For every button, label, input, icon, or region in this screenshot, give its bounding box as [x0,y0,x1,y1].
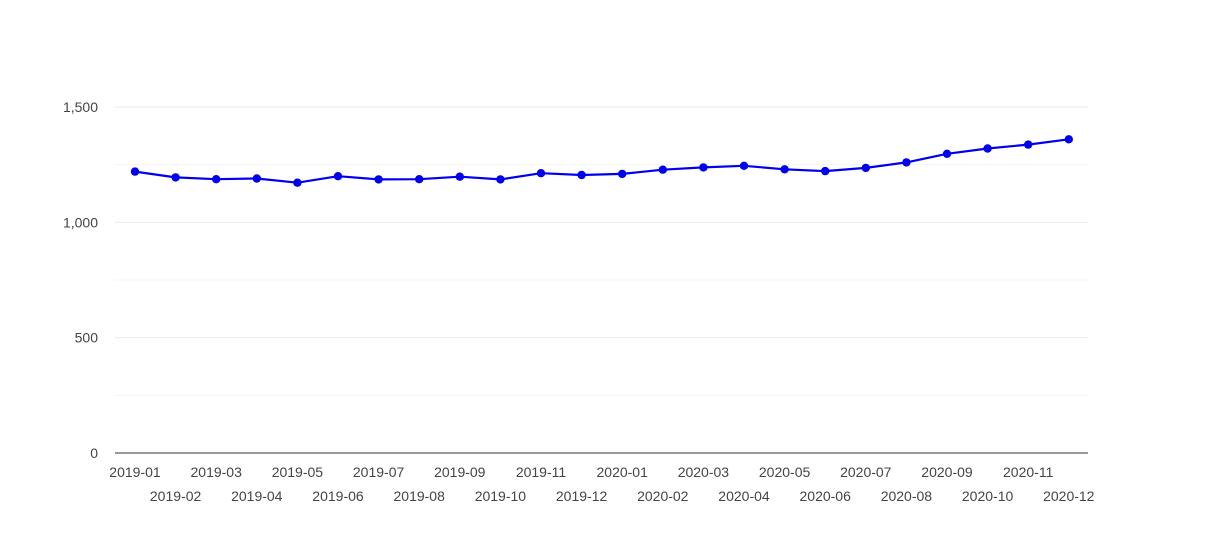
x-tick-label: 2020-01 [597,464,649,480]
x-tick-labels: 2019-01 2019-02 2019-03 2019-04 2019-05 2019-… [109,464,1094,504]
x-tick-label: 2020-04 [718,488,770,504]
x-tick-label: 2020-08 [881,488,933,504]
y-tick-label: 500 [75,330,99,346]
data-point[interactable] [821,166,830,176]
x-tick-label: 2020-09 [921,464,973,480]
data-point[interactable] [415,175,424,184]
data-point[interactable] [658,165,667,174]
x-tick-label: 2019-06 [312,488,364,504]
data-point[interactable] [942,149,952,158]
data-point[interactable] [780,165,789,174]
data-point[interactable] [212,175,221,184]
data-point[interactable] [1023,140,1033,149]
x-tick-label: 2020-05 [759,464,811,480]
data-point[interactable] [983,144,992,153]
data-point[interactable] [333,172,343,181]
data-point[interactable] [902,158,911,167]
data-point[interactable] [455,172,464,181]
data-point[interactable] [374,175,383,184]
x-tick-label: 2019-09 [434,464,486,480]
data-point[interactable] [1064,135,1074,144]
x-tick-label: 2019-02 [150,488,202,504]
x-tick-label: 2020-02 [637,488,689,504]
x-tick-label: 2020-03 [678,464,730,480]
x-tick-label: 2019-05 [272,464,324,480]
y-tick-label: 1,000 [63,214,98,230]
data-point[interactable] [496,175,505,184]
data-point[interactable] [618,169,627,179]
y-tick-label: 1,500 [63,99,98,115]
data-point[interactable] [577,170,586,180]
x-tick-label: 2019-11 [516,464,567,480]
data-point[interactable] [536,169,546,178]
x-tick-label: 2019-12 [556,488,608,504]
data-point[interactable] [861,163,870,173]
x-tick-label: 2020-12 [1043,488,1095,504]
x-tick-label: 2019-03 [191,464,243,480]
x-tick-label: 2020-11 [1003,464,1054,480]
data-point[interactable] [699,163,708,172]
x-tick-label: 2019-04 [231,488,283,504]
data-point[interactable] [130,167,140,176]
x-tick-label: 2019-08 [394,488,446,504]
x-tick-label: 2019-10 [475,488,527,504]
gridlines [115,106,1088,396]
data-point[interactable] [293,178,302,187]
x-tick-label: 2019-07 [353,464,405,480]
y-tick-label: 0 [90,445,98,461]
y-tick-labels: 0 500 1,000 1,500 [63,99,98,461]
data-point[interactable] [739,161,749,170]
series [130,135,1074,187]
x-tick-label: 2020-06 [800,488,852,504]
series-line [133,138,1070,184]
x-tick-label: 2020-10 [962,488,1014,504]
x-tick-label: 2019-01 [109,464,161,480]
data-point[interactable] [171,173,180,182]
x-tick-label: 2020-07 [840,464,892,480]
data-point[interactable] [252,174,261,183]
